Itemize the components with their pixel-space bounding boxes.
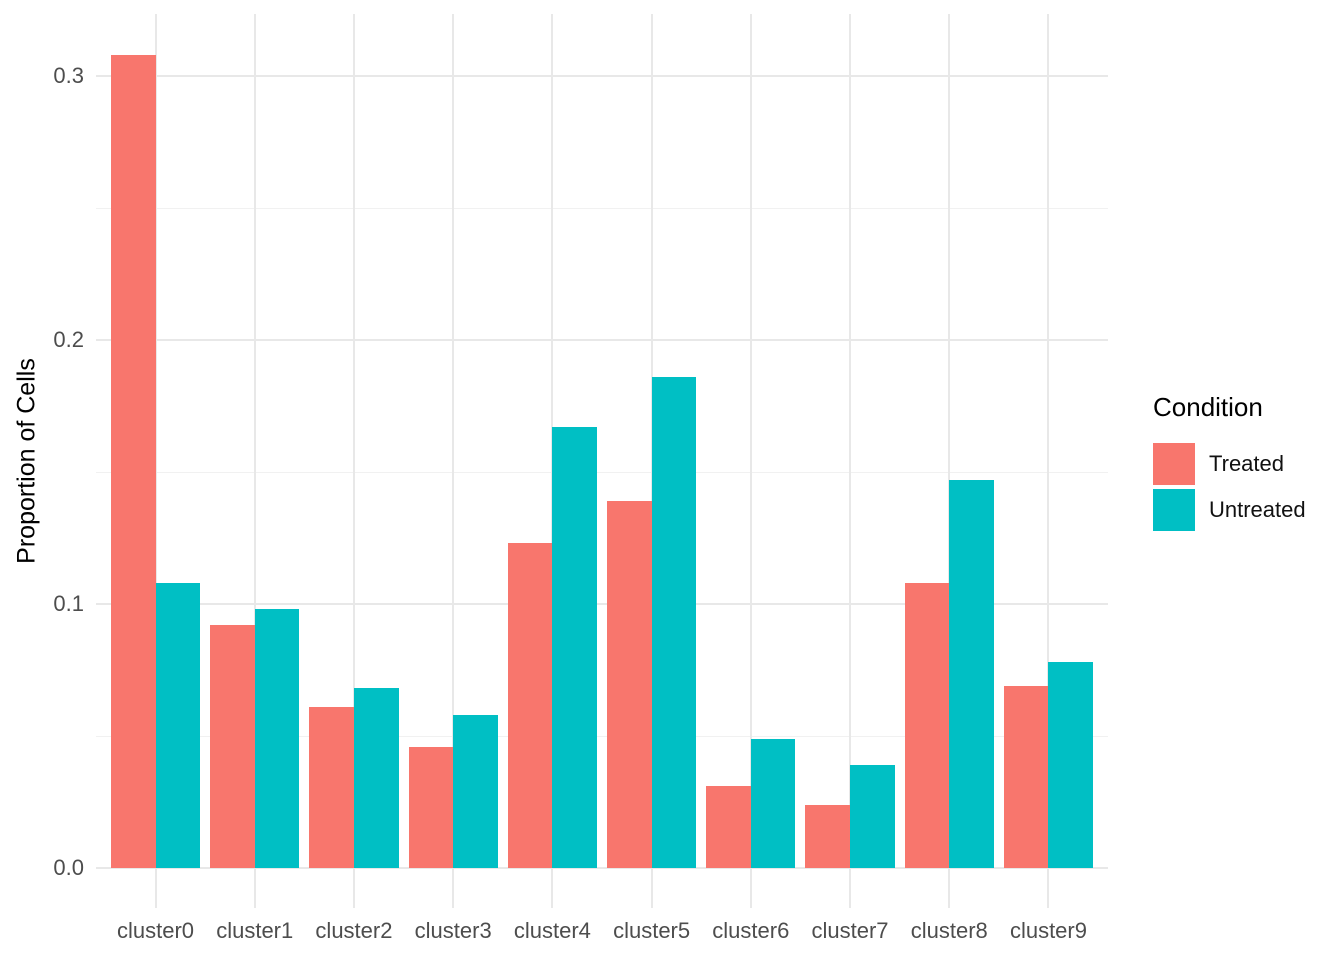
legend-label: Untreated [1209, 497, 1306, 522]
bar-treated-cluster6 [706, 786, 751, 868]
gridline-minor-h [96, 471, 1108, 473]
bar-treated-cluster7 [805, 804, 851, 868]
bar-untreated-cluster6 [750, 738, 796, 868]
y-tick-label: 0.3 [53, 63, 84, 88]
legend-item-untreated: Untreated [1153, 489, 1306, 531]
gridline-major-v [154, 14, 157, 908]
gridline-major-v [352, 14, 355, 908]
gridline-major-v [253, 14, 256, 908]
bar-treated-cluster4 [507, 543, 553, 868]
x-tick-label: cluster0 [116, 918, 195, 943]
bar-untreated-cluster4 [552, 427, 598, 868]
bar-untreated-cluster1 [254, 609, 300, 868]
gridline-major-h [96, 603, 1108, 605]
gridline-major-v [1047, 14, 1050, 908]
x-tick-label: cluster5 [613, 918, 691, 943]
legend-label: Treated [1209, 451, 1285, 476]
legend: Condition Treated Untreated [1153, 392, 1306, 535]
legend-title: Condition [1153, 392, 1263, 422]
bar-treated-cluster3 [408, 746, 454, 868]
bar-untreated-cluster2 [353, 688, 399, 868]
x-tick-label: cluster4 [513, 918, 591, 943]
x-tick-label: cluster1 [216, 918, 294, 943]
bar-untreated-cluster3 [453, 714, 498, 868]
gridline-major-h [96, 339, 1108, 341]
gridline-minor-h [96, 735, 1108, 737]
y-tick-label: 0.0 [53, 855, 84, 880]
y-axis-title: Proportion of Cells [12, 358, 41, 564]
gridline-minor-h [96, 207, 1108, 209]
bar-treated-cluster9 [1003, 685, 1049, 868]
bar-treated-cluster5 [606, 501, 652, 868]
bar-untreated-cluster8 [949, 479, 994, 868]
x-tick-label: cluster8 [910, 918, 988, 943]
gridline-major-v [849, 14, 852, 908]
legend-swatch-untreated [1153, 489, 1195, 531]
bar-untreated-cluster9 [1048, 662, 1094, 868]
legend-swatch-treated [1153, 443, 1195, 485]
plot-panel [96, 14, 1108, 908]
bar-untreated-cluster0 [155, 582, 201, 868]
bar-untreated-cluster7 [850, 765, 895, 868]
bar-treated-cluster2 [309, 706, 354, 868]
gridline-major-h [96, 75, 1108, 77]
bar-treated-cluster8 [904, 582, 950, 868]
x-tick-label: cluster6 [712, 918, 790, 943]
legend-item-treated: Treated [1153, 443, 1306, 485]
y-tick-label: 0.2 [53, 327, 84, 352]
bar-treated-cluster0 [110, 54, 156, 868]
x-tick-label: cluster9 [1009, 918, 1087, 943]
legend-rows: Treated Untreated [1153, 443, 1306, 531]
gridline-major-v [948, 14, 951, 908]
x-tick-label: cluster2 [315, 918, 393, 943]
bar-untreated-cluster5 [651, 376, 697, 868]
x-tick-label: cluster7 [811, 918, 889, 943]
gridline-major-v [749, 14, 752, 908]
gridline-major-h [96, 867, 1108, 869]
x-tick-label: cluster3 [414, 918, 492, 943]
y-tick-label: 0.1 [53, 591, 84, 616]
gridline-major-v [452, 14, 455, 908]
bar-treated-cluster1 [210, 625, 255, 868]
